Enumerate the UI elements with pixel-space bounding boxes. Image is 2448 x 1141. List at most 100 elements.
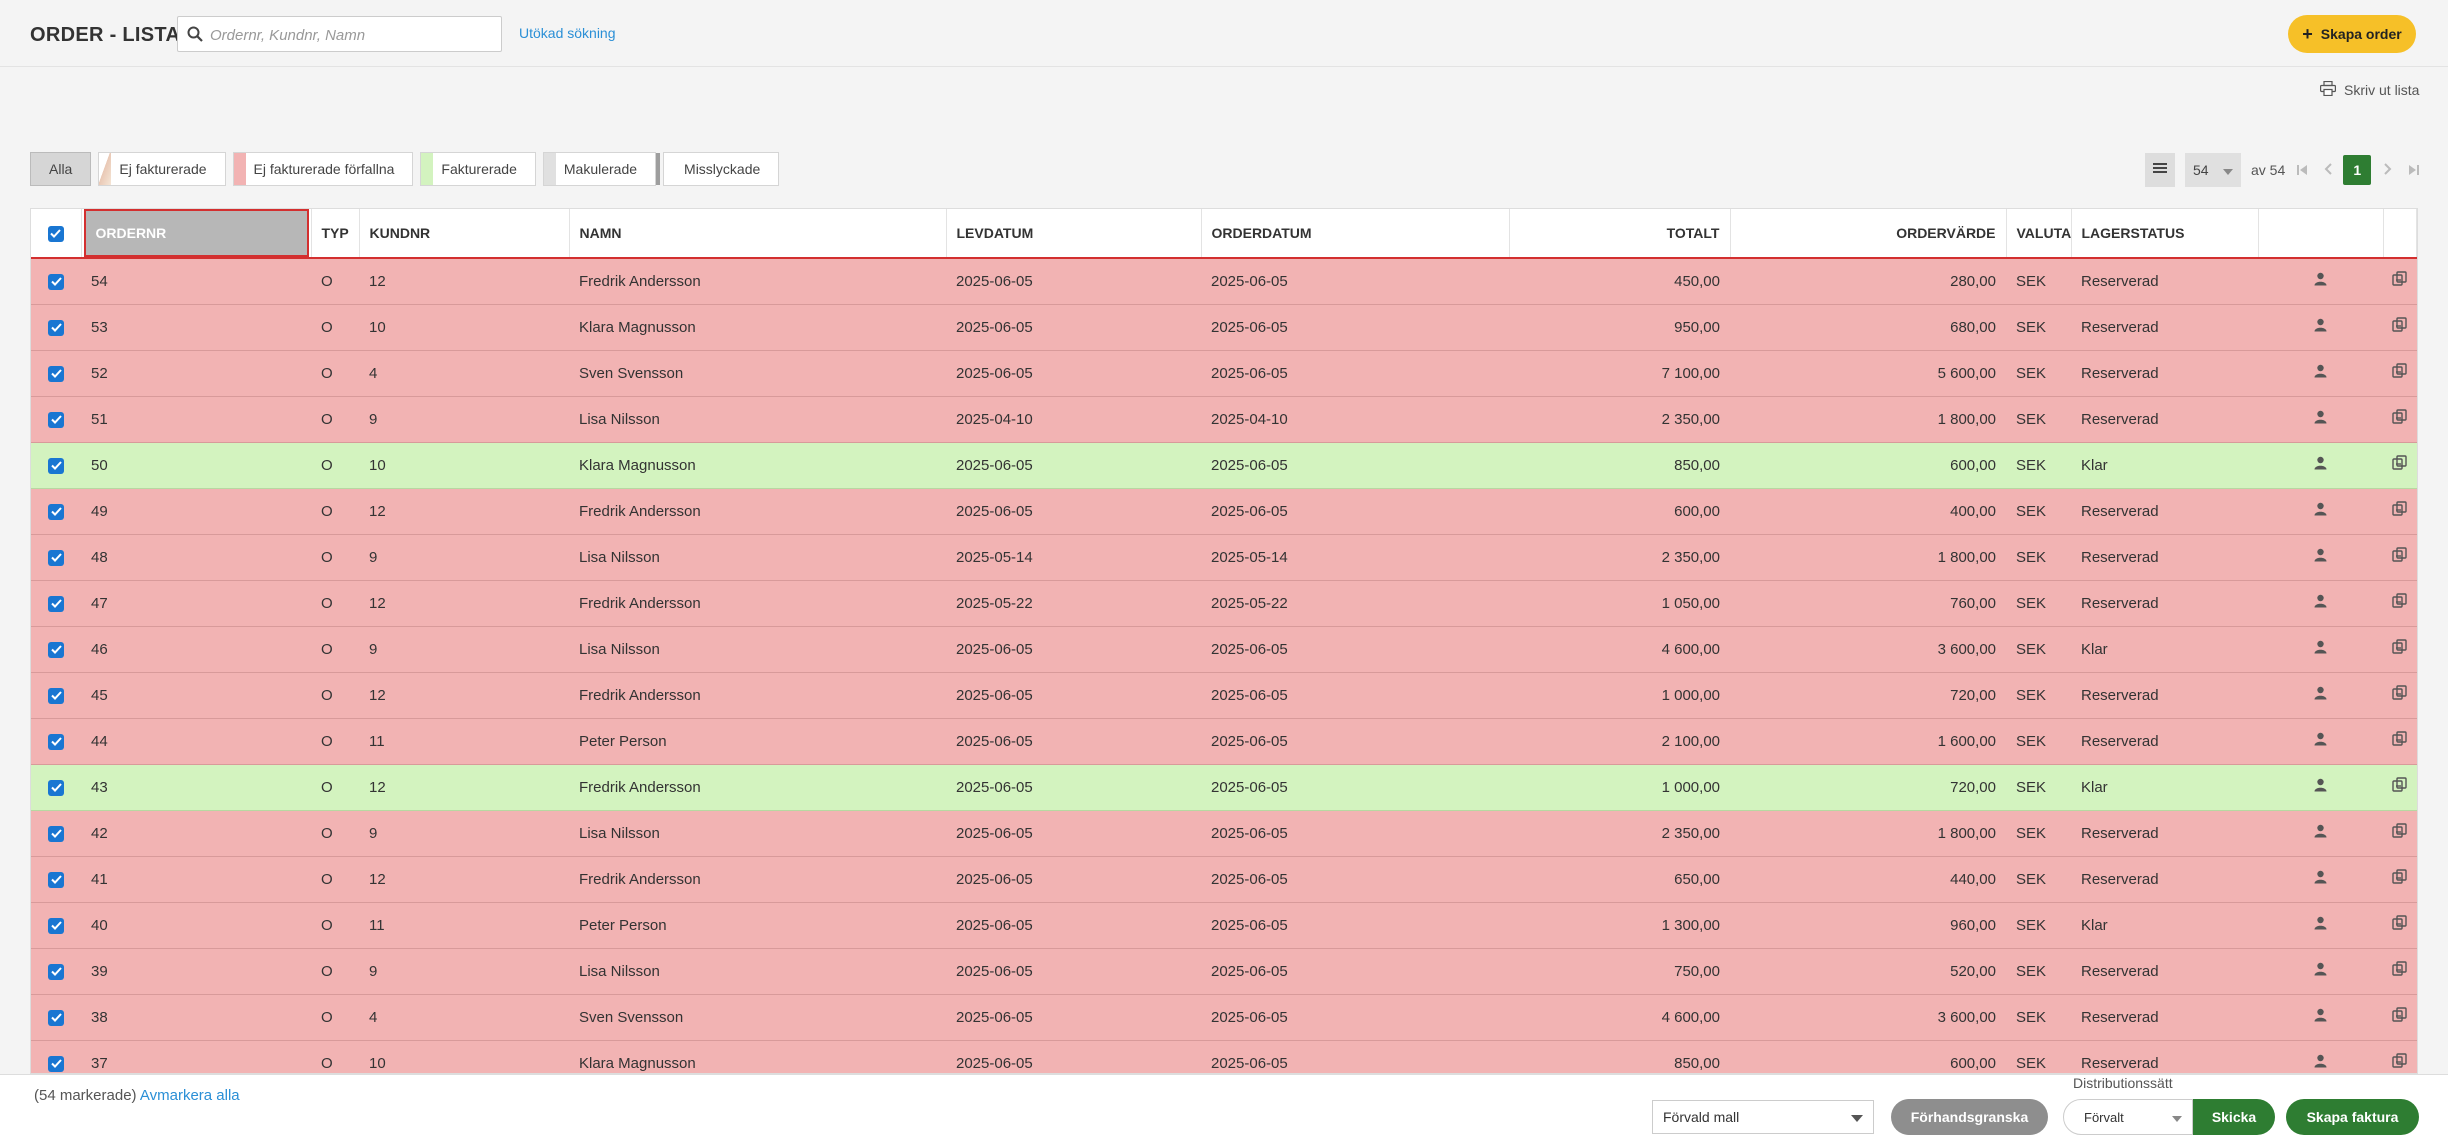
table-row[interactable]: 43 O 12 Fredrik Andersson 2025-06-05 2025-06-… [31, 764, 2417, 811]
row-checkbox[interactable] [48, 917, 64, 934]
column-header-typ[interactable]: TYP [311, 209, 360, 259]
next-page-button[interactable] [2379, 153, 2397, 187]
customer-action-cell[interactable] [2258, 672, 2383, 719]
search-box[interactable] [177, 16, 502, 52]
table-row[interactable]: 39 O 9 Lisa Nilsson 2025-06-05 2025-06-05 750,… [31, 948, 2417, 995]
column-header-ordernr[interactable]: ORDERNR [81, 209, 312, 259]
row-checkbox-cell[interactable] [31, 810, 81, 857]
user-icon[interactable] [2314, 640, 2327, 658]
customer-action-cell[interactable] [2258, 994, 2383, 1041]
filter-ej-fakturerade-forfallna[interactable]: Ej fakturerade förfallna [232, 152, 414, 186]
row-checkbox[interactable] [48, 273, 64, 290]
column-header-ordervarde[interactable]: ORDERVÄRDE [1730, 209, 2007, 259]
row-checkbox-cell[interactable] [31, 626, 81, 673]
last-page-button[interactable] [2405, 153, 2423, 187]
column-header-lagerstatus[interactable]: LAGERSTATUS [2071, 209, 2259, 259]
copy-action-cell[interactable] [2383, 396, 2417, 443]
copy-icon[interactable] [2392, 777, 2408, 797]
row-checkbox-cell[interactable] [31, 764, 81, 811]
table-row[interactable]: 38 O 4 Sven Svensson 2025-06-05 2025-06-05 4 6… [31, 994, 2417, 1041]
table-row[interactable]: 49 O 12 Fredrik Andersson 2025-06-05 2025-06-… [31, 488, 2417, 535]
table-row[interactable]: 48 O 9 Lisa Nilsson 2025-05-14 2025-05-14 2 35… [31, 534, 2417, 581]
filter-ej-fakturerade[interactable]: Ej fakturerade [98, 152, 226, 186]
filter-alla[interactable]: Alla [30, 152, 92, 186]
copy-action-cell[interactable] [2383, 810, 2417, 857]
row-checkbox[interactable] [48, 549, 64, 566]
row-checkbox[interactable] [48, 687, 64, 704]
row-checkbox-cell[interactable] [31, 534, 81, 581]
copy-action-cell[interactable] [2383, 902, 2417, 949]
customer-action-cell[interactable] [2258, 580, 2383, 627]
copy-icon[interactable] [2392, 1053, 2408, 1073]
customer-action-cell[interactable] [2258, 488, 2383, 535]
column-header-kundnr[interactable]: KUNDNR [359, 209, 570, 259]
copy-action-cell[interactable] [2383, 258, 2417, 305]
copy-action-cell[interactable] [2383, 304, 2417, 351]
copy-icon[interactable] [2392, 363, 2408, 383]
customer-action-cell[interactable] [2258, 442, 2383, 489]
preview-button[interactable]: Förhandsgranska [1891, 1099, 2048, 1135]
row-checkbox[interactable] [48, 825, 64, 842]
copy-icon[interactable] [2392, 547, 2408, 567]
row-checkbox[interactable] [48, 779, 64, 796]
row-checkbox-cell[interactable] [31, 580, 81, 627]
user-icon[interactable] [2314, 273, 2327, 290]
copy-action-cell[interactable] [2383, 442, 2417, 489]
row-checkbox[interactable] [48, 365, 64, 382]
row-checkbox-cell[interactable] [31, 258, 81, 305]
page-size-select[interactable]: 54 [2185, 153, 2241, 187]
user-icon[interactable] [2314, 594, 2327, 612]
table-row[interactable]: 37 O 10 Klara Magnusson 2025-06-05 2025-06-05… [31, 1040, 2417, 1073]
user-icon[interactable] [2314, 732, 2327, 750]
user-icon[interactable] [2314, 548, 2327, 566]
copy-action-cell[interactable] [2383, 672, 2417, 719]
column-header-namn[interactable]: NAMN [569, 209, 947, 259]
table-row[interactable]: 42 O 9 Lisa Nilsson 2025-06-05 2025-06-05 2 35… [31, 810, 2417, 857]
column-header-levdatum[interactable]: LEVDATUM [946, 209, 1202, 259]
row-checkbox[interactable] [48, 871, 64, 888]
table-row[interactable]: 54 O 12 Fredrik Andersson 2025-06-05 2025-06-… [31, 258, 2417, 305]
row-checkbox[interactable] [48, 963, 64, 980]
list-menu-button[interactable] [2145, 153, 2175, 187]
copy-icon[interactable] [2392, 501, 2408, 521]
user-icon[interactable] [2314, 456, 2327, 474]
copy-icon[interactable] [2392, 271, 2408, 291]
customer-action-cell[interactable] [2258, 626, 2383, 673]
customer-action-cell[interactable] [2258, 396, 2383, 443]
column-header-valuta[interactable]: VALUTA [2006, 209, 2072, 259]
customer-action-cell[interactable] [2258, 810, 2383, 857]
row-checkbox-cell[interactable] [31, 442, 81, 489]
copy-action-cell[interactable] [2383, 856, 2417, 903]
customer-action-cell[interactable] [2258, 856, 2383, 903]
copy-icon[interactable] [2392, 317, 2408, 337]
row-checkbox-cell[interactable] [31, 1040, 81, 1073]
copy-icon[interactable] [2392, 961, 2408, 981]
row-checkbox[interactable] [48, 319, 64, 336]
copy-icon[interactable] [2392, 869, 2408, 889]
user-icon[interactable] [2314, 686, 2327, 704]
customer-action-cell[interactable] [2258, 902, 2383, 949]
row-checkbox[interactable] [48, 641, 64, 658]
prev-page-button[interactable] [2319, 153, 2337, 187]
customer-action-cell[interactable] [2258, 304, 2383, 351]
table-row[interactable]: 52 O 4 Sven Svensson 2025-06-05 2025-06-05 7 1… [31, 350, 2417, 397]
first-page-button[interactable] [2293, 153, 2311, 187]
filter-fakturerade[interactable]: Fakturerade [420, 152, 536, 186]
create-order-button[interactable]: + Skapa order [2288, 15, 2416, 53]
column-header-orderdatum[interactable]: ORDERDATUM [1201, 209, 1510, 259]
customer-action-cell[interactable] [2258, 534, 2383, 581]
row-checkbox-cell[interactable] [31, 948, 81, 995]
user-icon[interactable] [2314, 502, 2327, 520]
send-button[interactable]: Skicka [2193, 1099, 2275, 1135]
column-header-totalt[interactable]: TOTALT [1509, 209, 1731, 259]
row-checkbox-cell[interactable] [31, 902, 81, 949]
copy-action-cell[interactable] [2383, 534, 2417, 581]
copy-action-cell[interactable] [2383, 764, 2417, 811]
filter-makulerade[interactable]: Makulerade [542, 152, 657, 186]
advanced-search-link[interactable]: Utökad sökning [519, 25, 616, 41]
copy-action-cell[interactable] [2383, 350, 2417, 397]
table-row[interactable]: 44 O 11 Peter Person 2025-06-05 2025-06-05 2 1… [31, 718, 2417, 765]
copy-icon[interactable] [2392, 1007, 2408, 1027]
table-row[interactable]: 46 O 9 Lisa Nilsson 2025-06-05 2025-06-05 4 60… [31, 626, 2417, 673]
user-icon[interactable] [2314, 824, 2327, 842]
